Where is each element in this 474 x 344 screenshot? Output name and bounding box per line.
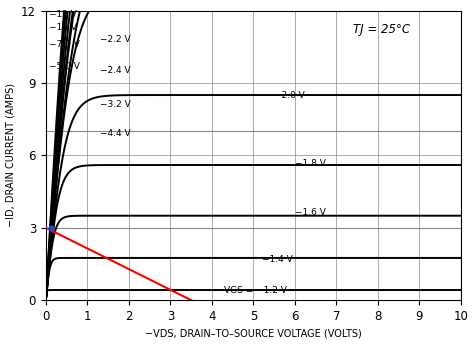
Y-axis label: −I⁠D, DRAIN CURRENT (AMPS): −I⁠D, DRAIN CURRENT (AMPS) bbox=[6, 83, 16, 227]
X-axis label: −V⁠DS, DRAIN–TO–SOURCE VOLTAGE (VOLTS): −V⁠DS, DRAIN–TO–SOURCE VOLTAGE (VOLTS) bbox=[145, 329, 362, 338]
Text: −7.0 V: −7.0 V bbox=[49, 40, 80, 49]
Text: −3.2 V: −3.2 V bbox=[100, 100, 130, 109]
Text: T⁠J⁠ = 25°C: T⁠J⁠ = 25°C bbox=[353, 23, 410, 36]
Text: −2.2 V: −2.2 V bbox=[100, 35, 130, 44]
Text: −1.4 V: −1.4 V bbox=[262, 255, 292, 264]
Text: −2.4 V: −2.4 V bbox=[100, 66, 130, 75]
Text: −1.6 V: −1.6 V bbox=[295, 207, 326, 217]
Text: −1.8 V: −1.8 V bbox=[295, 159, 326, 168]
Text: −12 V: −12 V bbox=[49, 10, 77, 19]
Text: −2.0 V: −2.0 V bbox=[274, 90, 305, 99]
Text: V⁠GS = −1.2 V: V⁠GS = −1.2 V bbox=[224, 287, 287, 295]
Text: −10 V: −10 V bbox=[49, 23, 77, 32]
Text: −5.0 V: −5.0 V bbox=[49, 62, 80, 71]
Text: −4.4 V: −4.4 V bbox=[100, 129, 130, 138]
